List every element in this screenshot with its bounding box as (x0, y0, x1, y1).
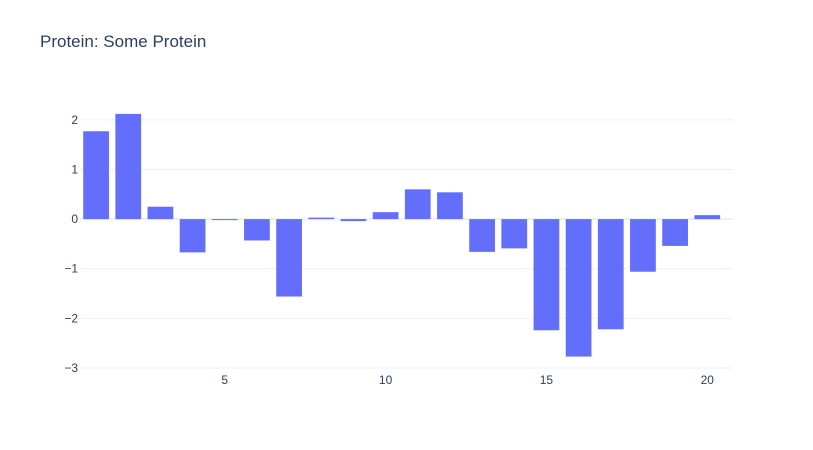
x-tick-label: 15 (540, 373, 554, 387)
y-tick-label: −3 (64, 361, 78, 375)
y-axis-ticks: −3 −2 −1 0 1 2 (64, 113, 78, 375)
bar (244, 219, 270, 241)
bar (630, 219, 656, 272)
bar (662, 219, 688, 246)
bar (597, 219, 624, 330)
y-tick-label: 0 (71, 212, 78, 226)
bar (565, 219, 592, 357)
x-tick-label: 20 (701, 373, 715, 387)
y-tick-label: 2 (71, 113, 78, 127)
x-tick-label: 5 (221, 373, 228, 387)
bar (533, 219, 560, 331)
bar (694, 215, 721, 220)
bar (308, 217, 335, 220)
bar (340, 219, 367, 222)
bar (372, 212, 399, 220)
x-tick-label: 10 (379, 373, 393, 387)
bar (115, 113, 142, 220)
chart-title: Protein: Some Protein (40, 32, 207, 51)
bar (276, 219, 302, 297)
bars (83, 113, 721, 357)
bar (83, 131, 109, 220)
bar (469, 219, 495, 252)
bar (437, 192, 463, 220)
y-tick-label: −2 (64, 311, 78, 325)
y-tick-label: −1 (64, 262, 78, 276)
y-tick-label: 1 (71, 162, 78, 176)
bar (147, 206, 174, 220)
bar (211, 219, 238, 221)
bar (179, 219, 206, 253)
bar (501, 219, 528, 249)
bar (404, 189, 431, 220)
x-axis-ticks: 5 10 15 20 (221, 373, 714, 387)
